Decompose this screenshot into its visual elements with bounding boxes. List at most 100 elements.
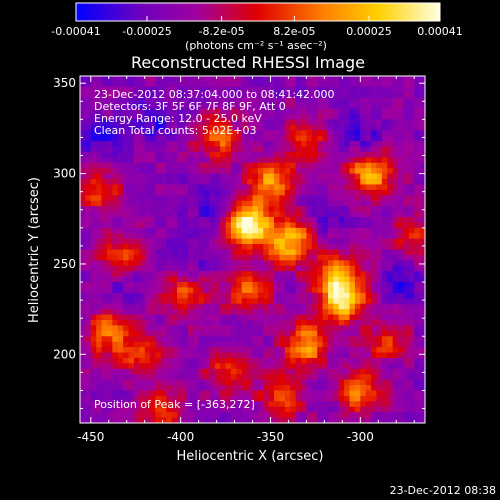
heatmap-cell (155, 97, 162, 104)
heatmap-cell (349, 227, 356, 234)
heatmap-cell (101, 130, 108, 137)
heatmap-cell (317, 363, 323, 370)
heatmap-cell (317, 406, 323, 413)
heatmap-cell (408, 336, 415, 343)
heatmap-cell (301, 265, 307, 272)
heatmap-cell (230, 103, 237, 109)
heatmap-cell (214, 417, 221, 424)
heatmap-cell (311, 151, 318, 158)
heatmap-cell (360, 249, 367, 256)
heatmap-cell (203, 319, 210, 326)
heatmap-cell (198, 97, 205, 104)
heatmap-cell (128, 92, 135, 99)
heatmap-cell (193, 157, 199, 164)
heatmap-cell (90, 113, 97, 120)
heatmap-cell (171, 81, 178, 88)
heatmap-cell (247, 244, 253, 250)
heatmap-cell (338, 81, 345, 88)
heatmap-cell (387, 206, 394, 212)
heatmap-cell (284, 401, 291, 408)
annotation-detectors: Detectors: 3F 5F 6F 7F 8F 9F, Att 0 (94, 100, 286, 113)
heatmap-cell (117, 260, 124, 267)
heatmap-cell (214, 276, 221, 283)
heatmap-cell (117, 113, 124, 120)
heatmap-cell (225, 97, 232, 104)
heatmap-cell (392, 309, 399, 315)
heatmap-cell (150, 211, 156, 218)
heatmap-cell (252, 86, 259, 93)
heatmap-cell (301, 292, 307, 299)
heatmap-cell (144, 298, 151, 305)
heatmap-cell (123, 390, 129, 397)
heatmap-cell (182, 298, 189, 305)
heatmap-cell (139, 336, 146, 343)
heatmap-cell (247, 352, 253, 359)
heatmap-cell (376, 168, 383, 174)
heatmap-cell (274, 162, 280, 169)
heatmap-cell (160, 341, 167, 348)
heatmap-cell (290, 119, 297, 126)
heatmap-cell (85, 417, 92, 424)
heatmap-cell (306, 314, 313, 321)
heatmap-cell (371, 244, 377, 250)
heatmap-cell (327, 347, 334, 353)
heatmap-cell (311, 141, 318, 147)
heatmap-cell (398, 141, 404, 147)
heatmap-cell (90, 390, 97, 397)
heatmap-cell (301, 379, 307, 386)
heatmap-cell (101, 395, 108, 402)
heatmap-cell (290, 287, 297, 294)
heatmap-cell (279, 222, 286, 229)
heatmap-cell (419, 249, 426, 256)
heatmap-cell (419, 368, 426, 375)
heatmap-cell (344, 330, 350, 337)
heatmap-cell (85, 395, 92, 402)
heatmap-cell (398, 168, 404, 174)
heatmap-cell (117, 135, 124, 142)
heatmap-cell (166, 395, 173, 402)
heatmap-cell (333, 146, 340, 153)
colorbar: -0.00041 -0.00025 -8.2e-05 8.2e-05 0.00025 0.… (51, 2, 463, 52)
heatmap-cell (274, 211, 280, 218)
heatmap-cell (117, 379, 124, 386)
heatmap-cell (252, 412, 259, 418)
heatmap-cell (150, 292, 156, 299)
heatmap-cell (392, 135, 399, 142)
heatmap-cell (209, 222, 216, 229)
heatmap-cell (419, 276, 426, 283)
heatmap-cell (419, 265, 426, 272)
heatmap-cell (371, 227, 377, 234)
heatmap-cell (392, 211, 399, 218)
heatmap-cell (247, 141, 253, 147)
heatmap-cell (284, 249, 291, 256)
heatmap-cell (101, 108, 108, 115)
heatmap-cell (414, 189, 421, 196)
heatmap-cell (398, 108, 404, 115)
heatmap-cell (187, 200, 194, 207)
heatmap-cell (257, 227, 264, 234)
heatmap-cell (112, 86, 119, 93)
heatmap-cell (376, 206, 383, 212)
heatmap-cell (371, 352, 377, 359)
annotation-clean: Clean Total counts: 5.02E+03 (94, 124, 257, 137)
heatmap-cell (306, 216, 313, 223)
heatmap-cell (257, 97, 264, 104)
heatmap-cell (155, 119, 162, 126)
heatmap-cell (263, 249, 270, 256)
heatmap-cell (306, 173, 313, 180)
heatmap-cell (322, 417, 329, 424)
heatmap-cell (112, 406, 119, 413)
heatmap-cell (371, 141, 377, 147)
heatmap-cell (150, 103, 156, 109)
heatmap-cell (317, 108, 323, 115)
heatmap-cell (177, 86, 183, 93)
heatmap-cell (241, 319, 248, 326)
heatmap-cell (311, 395, 318, 402)
heatmap-cell (376, 357, 383, 364)
heatmap-cell (133, 309, 140, 315)
heatmap-cell (349, 216, 356, 223)
heatmap-cell (198, 113, 205, 120)
heatmap-cell (182, 179, 189, 185)
heatmap-cell (392, 347, 399, 353)
heatmap-cell (295, 319, 302, 326)
